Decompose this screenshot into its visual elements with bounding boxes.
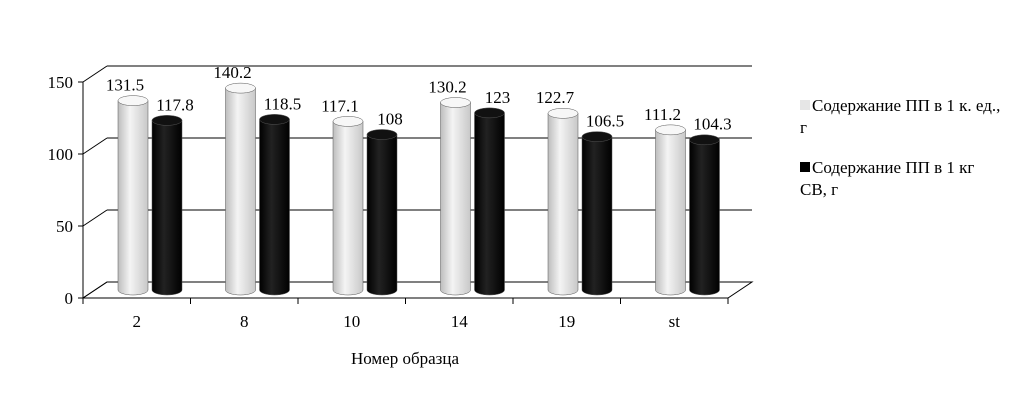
value-label: 104.3: [693, 115, 731, 134]
bar-top: [474, 107, 505, 119]
legend-label: Содержание ПП в 1 кг СВ, г: [800, 158, 975, 199]
legend-swatch: [800, 162, 810, 172]
x-tick-label: 8: [240, 312, 249, 331]
bar-body: [440, 102, 471, 296]
x-tick-label: 2: [133, 312, 142, 331]
bar-top: [225, 82, 256, 94]
value-label: 140.2: [213, 63, 251, 82]
grid-line: [82, 65, 108, 83]
bar: [366, 129, 398, 296]
bar: [259, 114, 290, 296]
grid-line: [82, 209, 108, 227]
x-tick-label: st: [669, 312, 681, 331]
value-label: 123: [485, 88, 511, 107]
grid-line: [82, 137, 108, 155]
bar-top: [151, 115, 183, 126]
bar: [225, 82, 256, 296]
bar: [581, 131, 613, 296]
x-tick-label: 10: [343, 312, 360, 331]
value-label: 111.2: [644, 105, 681, 124]
y-tick-label: 0: [65, 289, 74, 308]
bar-top: [581, 131, 613, 142]
value-label: 118.5: [264, 94, 302, 113]
value-label: 106.5: [586, 112, 624, 131]
bar-top: [332, 116, 364, 127]
bar-body: [474, 112, 505, 296]
y-tick-label: 150: [48, 73, 74, 92]
bar-body: [259, 119, 290, 296]
legend-label: Содержание ПП в 1 к. ед., г: [800, 96, 1001, 137]
bar-body: [655, 129, 686, 296]
bar: [689, 134, 720, 296]
bar-body: [366, 134, 398, 296]
bar: [474, 107, 505, 296]
bar: [332, 116, 364, 296]
y-tick-label: 50: [56, 217, 73, 236]
legend-item: Содержание ПП в 1 к. ед., г: [800, 95, 1005, 139]
bar-top: [366, 129, 398, 140]
y-tick-label: 100: [48, 145, 74, 164]
legend-item: Содержание ПП в 1 кг СВ, г: [800, 157, 1005, 201]
grid-line: [82, 281, 108, 299]
x-axis-title: Номер образца: [351, 349, 460, 368]
x-tick-label: 14: [451, 312, 469, 331]
value-label: 117.1: [321, 96, 359, 115]
bar-body: [117, 100, 149, 296]
bar-top: [259, 114, 290, 125]
x-tick-label: 19: [558, 312, 575, 331]
bar-top: [440, 97, 471, 108]
bar-body: [547, 113, 579, 296]
bar-top: [117, 95, 149, 106]
value-label: 117.8: [156, 95, 194, 114]
bar-top: [655, 124, 686, 136]
bar-top: [689, 134, 720, 146]
value-label: 122.7: [536, 88, 575, 107]
bar: [151, 115, 183, 296]
bar: [655, 124, 686, 296]
bar: [547, 108, 579, 296]
bar: [440, 97, 471, 296]
legend-swatch: [800, 100, 810, 110]
value-label: 130.2: [428, 77, 466, 96]
bar-body: [151, 120, 183, 296]
floor: [81, 281, 754, 299]
bar-body: [332, 121, 364, 296]
value-label: 108: [377, 109, 403, 128]
bar-body: [689, 139, 720, 296]
bar: [117, 95, 149, 296]
bar-body: [581, 136, 613, 296]
value-label: 131.5: [106, 76, 144, 95]
bar-body: [225, 87, 256, 296]
bar-top: [547, 108, 579, 119]
